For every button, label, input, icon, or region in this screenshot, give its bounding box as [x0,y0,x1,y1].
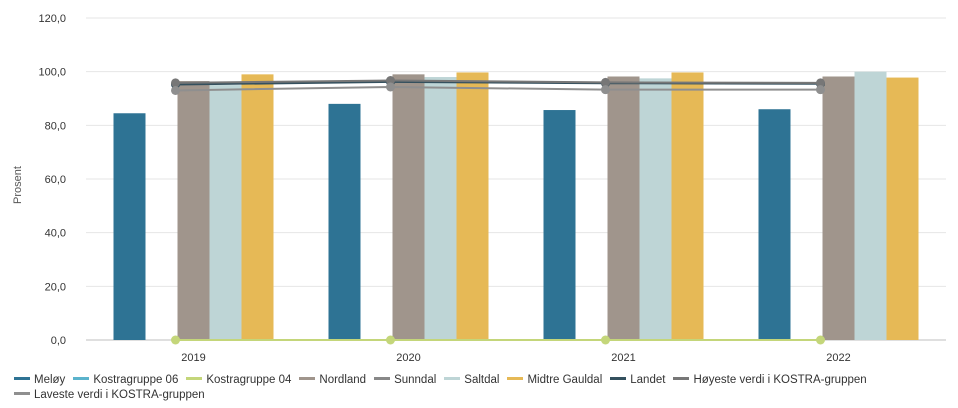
bar-midtre-gauldal[interactable] [456,72,489,340]
lines [171,76,825,345]
legend-swatch [610,377,627,381]
legend-swatch [186,377,203,381]
bar-midtre-gauldal[interactable] [241,74,274,340]
y-axis-title: Prosent [12,166,24,204]
point-hoyeste-verdi-i-kostra-gruppen[interactable] [171,78,180,88]
y-tick-label: 80,0 [45,120,66,132]
legend-item-midtre-gauldal[interactable]: Midtre Gauldal [507,373,602,388]
point-kostragruppe-04[interactable] [386,335,395,345]
point-kostragruppe-04[interactable] [816,335,825,345]
point-kostragruppe-04[interactable] [601,335,610,345]
legend-label: Høyeste verdi i KOSTRA-gruppen [693,374,867,386]
legend-item-laveste-verdi-i-kostra-gruppen[interactable]: Laveste verdi i KOSTRA-gruppen [14,388,205,403]
legend-label: Saltdal [464,374,500,386]
legend-swatch [14,377,30,381]
legend-label: Nordland [319,374,367,386]
legend-swatch [374,377,391,381]
bar-saltdal[interactable] [639,78,672,340]
bar-nordland[interactable] [607,76,640,340]
legend-item-nordland[interactable]: Nordland [299,373,366,388]
x-axis-ticks: 2019 2020 2021 2022 [181,352,850,364]
bar-nordland[interactable] [177,81,210,340]
legend-label: Laveste verdi i KOSTRA-gruppen [34,389,205,401]
point-kostragruppe-04[interactable] [171,335,180,345]
legend-item-landet[interactable]: Landet [610,373,665,388]
point-hoyeste-verdi-i-kostra-gruppen[interactable] [816,78,825,88]
legend-item-kostragruppe-04[interactable]: Kostragruppe 04 [186,373,291,388]
chart-legend: Meløy Kostragruppe 06 Kostragruppe 04 Nordl… [14,373,949,403]
point-laveste-verdi-i-kostra-gruppen[interactable] [601,85,610,95]
legend-swatch [673,377,690,381]
x-tick-label: 2022 [826,352,850,364]
x-tick-label: 2019 [181,352,205,364]
line-laveste-verdi-i-kostra-gruppen [175,85,821,92]
legend-item-meloy[interactable]: Meløy [14,373,65,388]
y-tick-label: 20,0 [45,281,66,293]
y-tick-label: 60,0 [45,174,66,186]
bar-midtre-gauldal[interactable] [886,77,919,340]
x-tick-label: 2021 [611,352,635,364]
legend-swatch [444,377,461,381]
legend-item-saltdal[interactable]: Saltdal [444,373,499,388]
point-hoyeste-verdi-i-kostra-gruppen[interactable] [386,76,395,86]
y-tick-label: 120,0 [38,13,66,25]
legend-label: Midtre Gauldal [527,374,603,386]
legend-item-hoyeste-verdi-i-kostra-gruppen[interactable]: Høyeste verdi i KOSTRA-gruppen [673,373,867,388]
y-axis-ticks: 0,0 20,0 40,0 60,0 80,0 100,0 120,0 [38,13,66,347]
bar-saltdal[interactable] [424,77,457,341]
point-laveste-verdi-i-kostra-gruppen[interactable] [386,82,395,92]
legend-label: Sunndal [394,374,437,386]
bar-saltdal[interactable] [854,71,887,341]
legend-swatch [299,377,316,381]
bar-meloy[interactable] [543,110,576,340]
bar-midtre-gauldal[interactable] [671,72,704,340]
point-hoyeste-verdi-i-kostra-gruppen[interactable] [601,77,610,87]
bars [113,71,919,341]
y-tick-label: 40,0 [45,228,66,240]
legend-swatch [14,392,30,396]
point-laveste-verdi-i-kostra-gruppen[interactable] [171,85,180,95]
bar-meloy[interactable] [758,109,791,340]
bar-meloy[interactable] [113,113,146,340]
legend-item-sunndal[interactable]: Sunndal [374,373,436,388]
point-laveste-verdi-i-kostra-gruppen[interactable] [816,85,825,95]
bar-nordland[interactable] [822,76,855,340]
legend-label: Kostragruppe 04 [206,374,292,386]
legend-item-kostragruppe-06[interactable]: Kostragruppe 06 [73,373,178,388]
legend-swatch [73,377,90,381]
y-tick-label: 0,0 [51,335,66,347]
bar-saltdal[interactable] [209,85,242,340]
bar-nordland[interactable] [392,74,425,340]
line-hoyeste-verdi-i-kostra-gruppen [175,79,821,84]
y-tick-label: 100,0 [38,67,66,79]
legend-swatch [507,377,524,381]
legend-label: Kostragruppe 06 [93,374,179,386]
bar-meloy[interactable] [328,103,361,340]
legend-label: Landet [630,374,666,386]
legend-label: Meløy [34,374,66,386]
x-tick-label: 2020 [396,352,420,364]
